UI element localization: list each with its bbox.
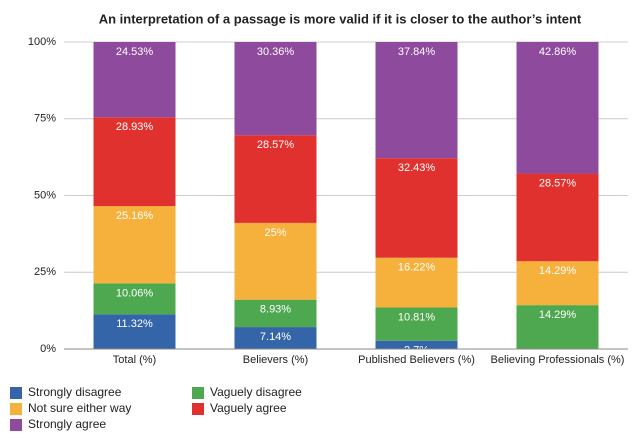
value-label: 32.43%: [398, 162, 436, 174]
value-label: 25.16%: [116, 210, 154, 222]
value-label: 10.81%: [398, 311, 436, 323]
value-label: 10.06%: [116, 287, 154, 299]
value-label: 42.86%: [539, 46, 577, 58]
bar-segment: [375, 42, 458, 159]
x-tick-label: Total (%): [113, 354, 156, 366]
value-label: 8.93%: [260, 304, 291, 316]
bar-segment: [234, 299, 317, 328]
legend-swatch: [10, 387, 22, 399]
y-tick-label: 100%: [28, 36, 56, 48]
value-label: 11.32%: [116, 318, 153, 330]
value-label: 28.57%: [539, 177, 577, 189]
bar-segment: [234, 135, 317, 223]
x-tick-label: Believing Professionals (%): [491, 354, 625, 366]
bar-segment: [375, 257, 458, 308]
bar-segment: [516, 173, 599, 262]
value-label: 37.84%: [398, 46, 436, 58]
bar-segment: [375, 158, 458, 258]
x-tick-label: Believers (%): [243, 354, 308, 366]
legend-swatch: [10, 419, 22, 431]
bar-segment: [93, 314, 176, 349]
value-label: 16.22%: [398, 262, 436, 274]
chart-title: An interpretation of a passage is more v…: [99, 11, 582, 26]
bar-segment: [93, 283, 176, 315]
value-label: 2.7%: [404, 345, 429, 357]
bar-segment: [375, 307, 458, 341]
bar-segment: [516, 305, 599, 349]
bar-segment: [234, 327, 317, 349]
bar-segment: [375, 340, 458, 349]
value-label: 7.14%: [260, 331, 291, 343]
legend-label: Strongly agree: [28, 417, 106, 431]
legend-swatch: [192, 387, 204, 399]
bar-segment: [93, 206, 176, 284]
value-label: 0%: [550, 353, 566, 365]
value-label: 14.29%: [539, 309, 577, 321]
legend-swatch: [192, 403, 204, 415]
value-label: 25%: [264, 227, 286, 239]
y-tick-label: 75%: [34, 113, 56, 125]
legend-label: Strongly disagree: [28, 385, 122, 399]
bar-segment: [234, 222, 317, 300]
value-label: 14.29%: [539, 265, 577, 277]
bar-segment: [93, 42, 176, 118]
bar-segment: [516, 261, 599, 306]
value-label: 24.53%: [116, 46, 154, 58]
legend-label: Vaguely disagree: [210, 385, 302, 399]
bar-segment: [234, 42, 317, 136]
legend-label: Not sure either way: [28, 401, 131, 415]
bar-segment: [516, 41, 599, 174]
y-tick-label: 0%: [40, 343, 56, 355]
value-label: 30.36%: [257, 46, 295, 58]
value-label: 28.57%: [257, 139, 295, 151]
legend-swatch: [10, 403, 22, 415]
y-tick-label: 50%: [34, 189, 56, 201]
value-label: 28.93%: [116, 121, 154, 133]
legend-label: Vaguely agree: [210, 401, 287, 415]
bar-segment: [93, 117, 176, 207]
x-tick-label: Published Believers (%): [358, 354, 475, 366]
y-tick-label: 25%: [34, 266, 56, 278]
